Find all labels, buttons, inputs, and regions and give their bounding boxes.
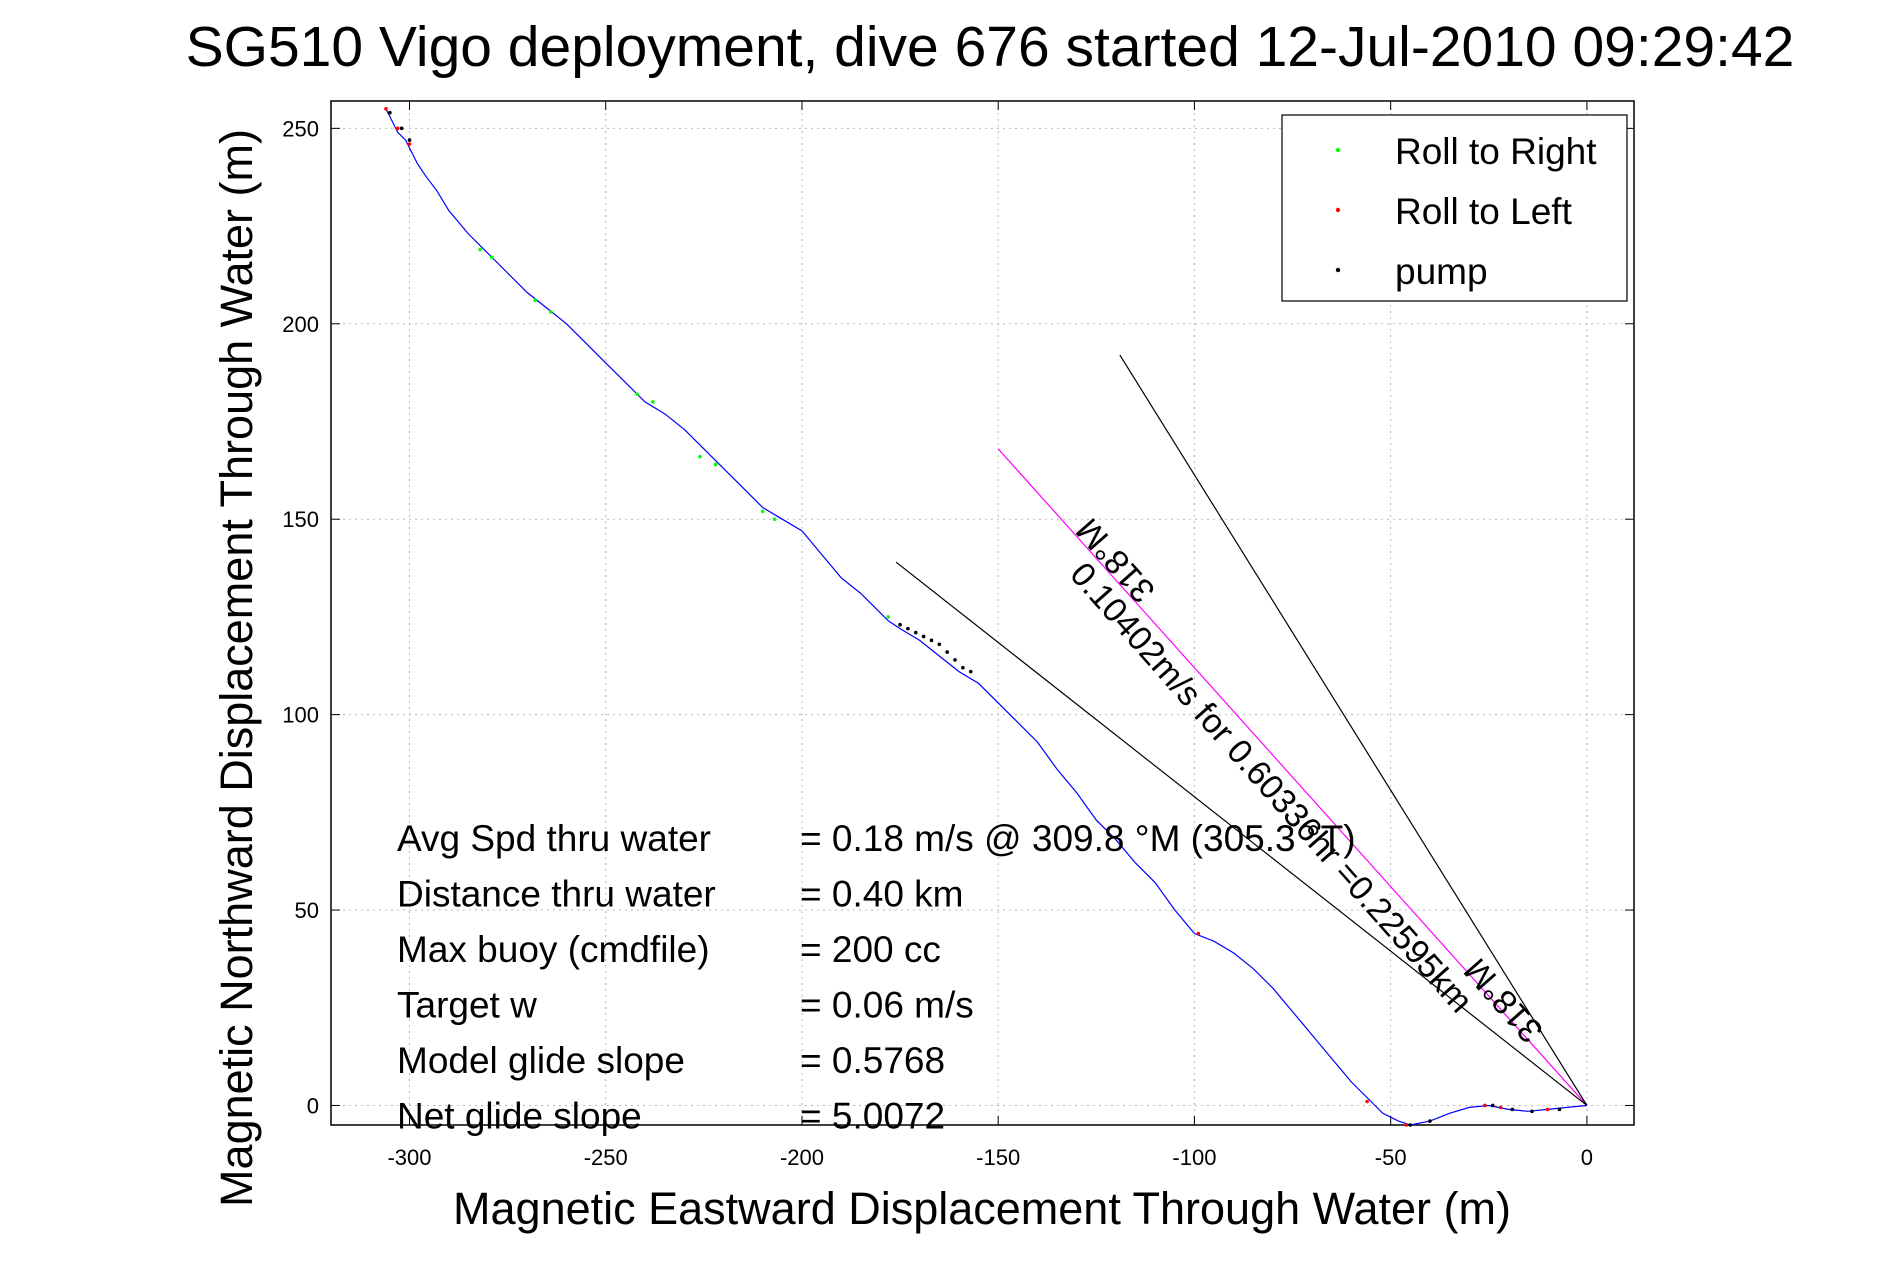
marker-pump xyxy=(898,622,902,627)
stat-value: = 0.06 m/s xyxy=(800,985,974,1026)
marker-roll-left xyxy=(1404,1123,1409,1127)
marker-roll-right xyxy=(713,462,718,467)
stat-name: Max buoy (cmdfile) xyxy=(397,929,710,970)
x-tick-label: -150 xyxy=(976,1145,1020,1170)
marker-roll-left xyxy=(407,142,412,146)
marker-pump xyxy=(399,126,404,131)
marker-pump xyxy=(929,638,934,643)
markers xyxy=(384,107,1562,1127)
marker-pump xyxy=(913,630,918,635)
x-tick-label: -250 xyxy=(584,1145,628,1170)
stat-value: = 0.40 km xyxy=(800,874,964,915)
legend-label: pump xyxy=(1395,251,1488,292)
marker-roll-left xyxy=(1545,1107,1550,1112)
y-axis: 0 50 100 150 200 250 xyxy=(282,116,1634,1118)
marker-pump xyxy=(407,138,412,142)
marker-roll-right xyxy=(548,310,553,314)
y-tick-label: 200 xyxy=(282,312,319,337)
reference-line xyxy=(1119,354,1588,1106)
stat-name: Distance thru water xyxy=(397,874,716,915)
y-tick-label: 250 xyxy=(282,116,319,141)
marker-roll-left xyxy=(1365,1099,1369,1104)
marker-roll-right xyxy=(651,400,655,404)
y-tick-label: 150 xyxy=(282,507,319,532)
legend: Roll to Right Roll to Left pump xyxy=(1281,114,1628,302)
marker-pump xyxy=(1490,1103,1495,1108)
y-tick-label: 100 xyxy=(282,703,319,728)
marker-pump xyxy=(921,634,926,639)
x-tick-label: -200 xyxy=(780,1145,824,1170)
marker-roll-right xyxy=(886,615,891,619)
marker-pump xyxy=(1530,1109,1534,1114)
grid xyxy=(331,101,1634,1125)
marker-roll-right xyxy=(635,392,639,396)
marker-roll-right xyxy=(772,517,777,521)
legend-label: Roll to Left xyxy=(1395,191,1573,232)
marker-roll-right xyxy=(698,454,702,459)
legend-label: Roll to Right xyxy=(1395,131,1597,172)
x-tick-label: -300 xyxy=(387,1145,431,1170)
stat-value: = 0.5768 xyxy=(800,1040,945,1081)
stats-block: Avg Spd thru water = 0.18 m/s @ 309.8 °M … xyxy=(397,818,1356,1137)
legend-marker xyxy=(1335,207,1341,213)
x-tick-label: 0 xyxy=(1581,1145,1593,1170)
legend-marker xyxy=(1335,267,1341,273)
marker-pump xyxy=(945,650,949,654)
marker-roll-left xyxy=(384,107,388,111)
stat-name: Net glide slope xyxy=(397,1096,642,1137)
track-line xyxy=(385,108,1587,1126)
stat-value: = 5.0072 xyxy=(800,1096,945,1137)
chart-title: SG510 Vigo deployment, dive 676 started … xyxy=(186,15,1795,79)
stat-value: = 0.18 m/s @ 309.8 °M (305.3 °T) xyxy=(800,818,1356,859)
reference-line xyxy=(997,448,1588,1106)
marker-pump xyxy=(961,665,965,670)
x-tick-label: -100 xyxy=(1172,1145,1216,1170)
marker-roll-right xyxy=(478,247,482,252)
y-tick-label: 0 xyxy=(307,1093,319,1118)
marker-roll-right xyxy=(533,298,537,303)
reference-lines xyxy=(895,354,1588,1106)
marker-roll-right xyxy=(490,255,494,260)
y-tick-label: 50 xyxy=(295,898,319,923)
marker-pump xyxy=(1557,1107,1562,1112)
legend-box xyxy=(1281,114,1628,302)
marker-roll-left xyxy=(395,126,400,131)
marker-pump xyxy=(906,626,910,631)
x-tick-label: -50 xyxy=(1375,1145,1407,1170)
marker-roll-left xyxy=(1196,931,1201,936)
stat-name: Target w xyxy=(397,985,537,1026)
legend-marker xyxy=(1335,147,1341,153)
y-axis-label: Magnetic Northward Displacement Through … xyxy=(211,129,262,1207)
marker-roll-left xyxy=(1483,1103,1487,1108)
marker-pump xyxy=(968,669,973,674)
marker-roll-left xyxy=(1498,1105,1503,1110)
stat-value: = 200 cc xyxy=(800,929,941,970)
reference-line xyxy=(895,561,1588,1106)
marker-pump xyxy=(1428,1119,1432,1123)
marker-pump xyxy=(388,110,392,115)
marker-roll-right xyxy=(760,509,765,514)
stat-name: Model glide slope xyxy=(397,1040,685,1081)
x-axis: -300 -250 -200 -150 -100 -50 0 xyxy=(387,101,1593,1170)
stat-name: Avg Spd thru water xyxy=(397,818,711,859)
marker-pump xyxy=(1408,1123,1413,1127)
x-axis-label: Magnetic Eastward Displacement Through W… xyxy=(453,1183,1511,1234)
marker-pump xyxy=(1510,1107,1515,1112)
marker-pump xyxy=(953,658,957,662)
track xyxy=(385,108,1587,1126)
marker-pump xyxy=(937,642,942,647)
